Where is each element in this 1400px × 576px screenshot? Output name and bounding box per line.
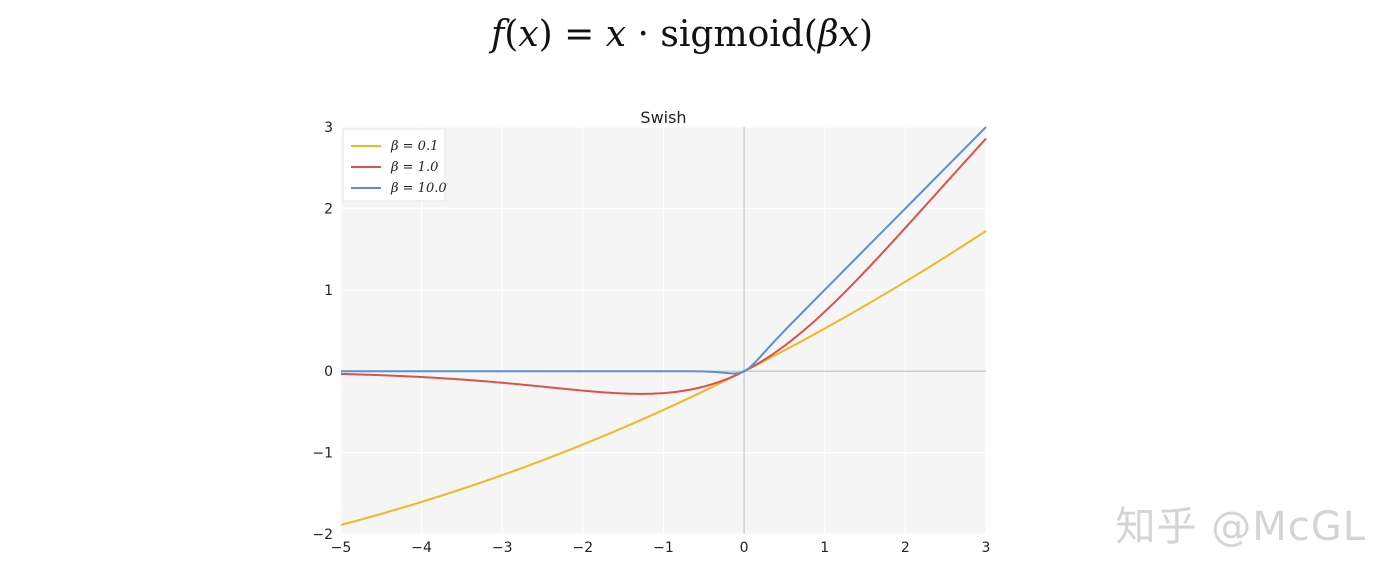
y-tick-label: −1 xyxy=(312,446,333,462)
formula-sigmoid: sigmoid( xyxy=(660,14,818,55)
series-line-0 xyxy=(340,230,987,526)
x-tick-label: 3 xyxy=(982,540,991,556)
x-tick-label: −5 xyxy=(331,540,352,556)
y-tick-labels: −2 −1 0 1 2 3 xyxy=(312,120,333,543)
x-tick-labels: −5 −4 −3 −2 −1 0 1 2 3 xyxy=(331,540,991,556)
watermark-text: 知乎 @McGL xyxy=(1115,504,1366,550)
formula-open: ( xyxy=(504,14,519,55)
legend-label-0: β = 0.1 xyxy=(390,139,438,154)
formula-x2: x xyxy=(605,14,627,55)
y-tick-label: 3 xyxy=(324,120,333,136)
x-tick-label: −2 xyxy=(573,540,594,556)
x-tick-label: 1 xyxy=(820,540,829,556)
x-tick-label: −4 xyxy=(411,540,432,556)
x-tick-label: −1 xyxy=(653,540,674,556)
series-line-2 xyxy=(341,126,987,375)
legend-label-2: β = 10.0 xyxy=(390,181,447,196)
formula: f(x) = x · sigmoid(βx) xyxy=(0,14,1364,55)
x-tick-label: −3 xyxy=(492,540,513,556)
y-tick-label: 0 xyxy=(324,364,333,380)
x-tick-label: 2 xyxy=(901,540,910,556)
formula-end: ) xyxy=(858,14,874,55)
y-tick-label: −2 xyxy=(312,527,333,543)
series-lines xyxy=(340,126,987,526)
formula-f: f xyxy=(490,14,505,55)
y-tick-label: 1 xyxy=(324,283,333,299)
legend: β = 0.1 β = 1.0 β = 10.0 xyxy=(342,128,447,202)
formula-beta: β xyxy=(817,14,839,55)
x-tick-label: 0 xyxy=(740,540,749,556)
formula-dot: · xyxy=(626,14,661,55)
chart-title: Swish xyxy=(640,108,686,127)
y-tick-label: 2 xyxy=(324,201,333,217)
formula-close-eq: ) = xyxy=(538,14,606,55)
legend-label-1: β = 1.0 xyxy=(390,160,438,175)
series-line-1 xyxy=(340,137,987,395)
formula-x3: x xyxy=(838,14,859,55)
formula-x1: x xyxy=(518,14,539,55)
